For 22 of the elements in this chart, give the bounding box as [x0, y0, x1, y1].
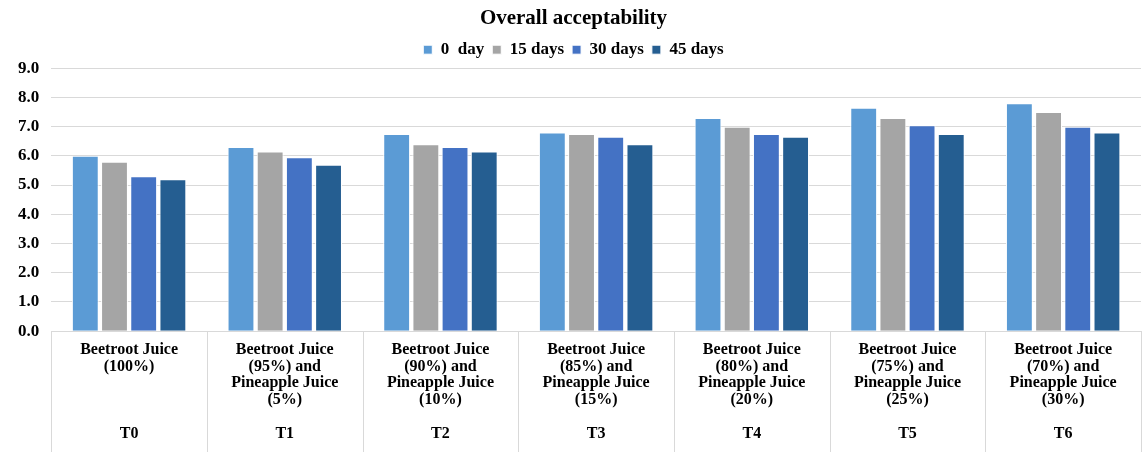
x-tick-label: Beetroot Juice (95%) and Pineapple Juice (5%) T1	[231, 339, 339, 441]
y-tick-label: 1.0	[18, 291, 40, 311]
legend-label: 15 days	[509, 39, 565, 59]
x-tick-label: Beetroot Juice (75%) and Pineapple Juice (25%) T5	[853, 339, 962, 441]
legend-label: 30 days	[589, 39, 645, 59]
legend-label: 0 day	[440, 39, 485, 59]
y-tick-label: 5.0	[18, 174, 40, 194]
y-tick-label: 2.0	[18, 262, 40, 282]
chart-title: Overall acceptability	[479, 5, 668, 30]
y-tick-label: 3.0	[18, 232, 40, 252]
y-tick-label: 7.0	[18, 116, 40, 136]
x-tick-label: Beetroot Juice (70%) and Pineapple Juice (30%) T6	[1009, 339, 1117, 441]
x-tick-label: Beetroot Juice (85%) and Pineapple Juice (15%) T3	[542, 339, 650, 441]
y-tick-label: 8.0	[18, 86, 40, 106]
category-label: Beetroot Juice (100%) T0	[80, 339, 179, 441]
x-tick-label: Beetroot Juice (80%) and Pineapple Juice (20%) T4	[698, 339, 806, 441]
y-tick-label: 9.0	[18, 57, 40, 77]
y-tick-label: 4.0	[18, 203, 40, 223]
y-tick-label: 6.0	[18, 145, 40, 165]
x-tick-label: Beetroot Juice (90%) and Pineapple Juice (10%) T2	[386, 339, 494, 441]
y-tick-label: 0.0	[18, 320, 40, 340]
legend-label: 45 days	[669, 39, 725, 59]
